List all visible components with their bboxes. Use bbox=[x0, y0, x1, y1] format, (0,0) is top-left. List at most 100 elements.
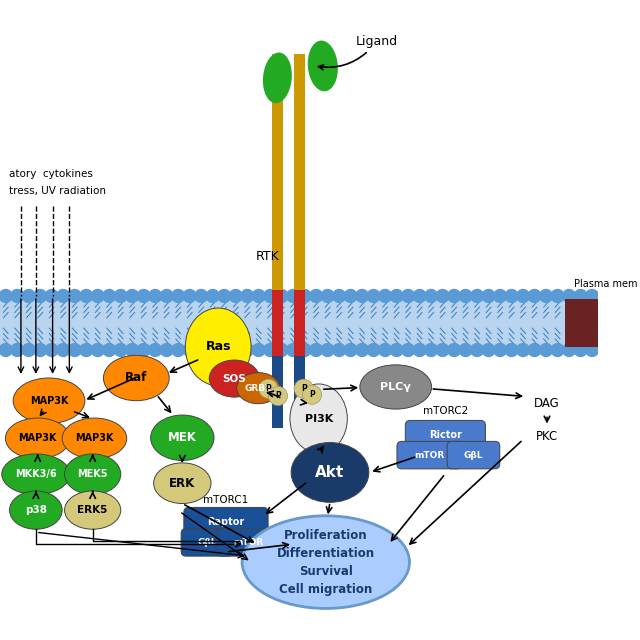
Circle shape bbox=[57, 289, 70, 303]
Circle shape bbox=[80, 289, 93, 303]
Circle shape bbox=[0, 344, 12, 356]
Text: mTORC1: mTORC1 bbox=[204, 495, 248, 506]
Circle shape bbox=[172, 289, 185, 303]
Circle shape bbox=[252, 289, 265, 303]
Circle shape bbox=[287, 344, 300, 356]
Circle shape bbox=[551, 344, 564, 356]
Circle shape bbox=[344, 289, 357, 303]
Text: Raptor: Raptor bbox=[207, 517, 244, 527]
Circle shape bbox=[11, 344, 24, 356]
Circle shape bbox=[241, 289, 253, 303]
Circle shape bbox=[482, 344, 495, 356]
FancyBboxPatch shape bbox=[184, 508, 268, 537]
Circle shape bbox=[333, 344, 346, 356]
Text: mTOR: mTOR bbox=[414, 451, 444, 460]
Circle shape bbox=[125, 344, 139, 356]
Circle shape bbox=[103, 289, 116, 303]
Circle shape bbox=[447, 289, 461, 303]
Circle shape bbox=[115, 289, 127, 303]
Text: GβL: GβL bbox=[464, 451, 483, 460]
FancyBboxPatch shape bbox=[447, 442, 500, 469]
FancyBboxPatch shape bbox=[216, 529, 280, 556]
Circle shape bbox=[45, 344, 58, 356]
Circle shape bbox=[425, 344, 438, 356]
Text: ERK5: ERK5 bbox=[77, 505, 108, 515]
Circle shape bbox=[241, 344, 253, 356]
Circle shape bbox=[92, 344, 104, 356]
Ellipse shape bbox=[150, 415, 214, 461]
Text: MEK5: MEK5 bbox=[77, 469, 108, 479]
Circle shape bbox=[229, 344, 242, 356]
Circle shape bbox=[402, 289, 415, 303]
Text: GβL: GβL bbox=[198, 538, 217, 547]
Circle shape bbox=[275, 289, 288, 303]
Circle shape bbox=[505, 289, 518, 303]
Circle shape bbox=[493, 344, 506, 356]
Text: P: P bbox=[309, 390, 315, 399]
Circle shape bbox=[379, 344, 392, 356]
Circle shape bbox=[268, 387, 287, 406]
Circle shape bbox=[563, 289, 575, 303]
Ellipse shape bbox=[308, 40, 338, 92]
Circle shape bbox=[195, 344, 207, 356]
Text: Raf: Raf bbox=[125, 371, 147, 385]
Ellipse shape bbox=[291, 442, 369, 502]
Ellipse shape bbox=[5, 418, 70, 459]
Circle shape bbox=[551, 289, 564, 303]
Circle shape bbox=[574, 289, 587, 303]
Circle shape bbox=[57, 344, 70, 356]
Circle shape bbox=[0, 289, 12, 303]
Circle shape bbox=[367, 289, 380, 303]
FancyBboxPatch shape bbox=[397, 442, 461, 469]
Circle shape bbox=[45, 289, 58, 303]
Circle shape bbox=[183, 289, 196, 303]
Circle shape bbox=[493, 289, 506, 303]
Text: MAP3K: MAP3K bbox=[30, 396, 68, 406]
Circle shape bbox=[160, 344, 173, 356]
Circle shape bbox=[390, 344, 403, 356]
Circle shape bbox=[148, 289, 162, 303]
Circle shape bbox=[303, 385, 322, 404]
Text: p38: p38 bbox=[25, 505, 47, 515]
Text: Akt: Akt bbox=[316, 465, 344, 480]
Circle shape bbox=[447, 344, 461, 356]
Circle shape bbox=[402, 344, 415, 356]
Circle shape bbox=[34, 289, 47, 303]
FancyBboxPatch shape bbox=[405, 420, 485, 449]
FancyBboxPatch shape bbox=[294, 54, 305, 293]
Circle shape bbox=[436, 289, 449, 303]
FancyBboxPatch shape bbox=[0, 293, 598, 353]
Circle shape bbox=[540, 289, 552, 303]
Circle shape bbox=[482, 289, 495, 303]
Text: DAG: DAG bbox=[534, 397, 560, 410]
Ellipse shape bbox=[62, 418, 127, 459]
Ellipse shape bbox=[242, 516, 410, 609]
Text: MEK: MEK bbox=[168, 431, 196, 444]
Circle shape bbox=[22, 289, 35, 303]
Circle shape bbox=[259, 379, 278, 398]
Circle shape bbox=[92, 289, 104, 303]
Circle shape bbox=[252, 344, 265, 356]
Text: MAP3K: MAP3K bbox=[76, 433, 114, 444]
Circle shape bbox=[379, 289, 392, 303]
Circle shape bbox=[294, 379, 313, 398]
Text: ERK: ERK bbox=[169, 477, 195, 490]
Text: SOS: SOS bbox=[223, 374, 246, 383]
Circle shape bbox=[333, 289, 346, 303]
Text: PLCγ: PLCγ bbox=[380, 382, 411, 392]
Circle shape bbox=[229, 289, 242, 303]
Circle shape bbox=[310, 344, 323, 356]
Ellipse shape bbox=[186, 308, 251, 386]
Circle shape bbox=[586, 344, 598, 356]
Circle shape bbox=[321, 344, 334, 356]
Circle shape bbox=[148, 344, 162, 356]
Ellipse shape bbox=[65, 491, 121, 529]
FancyBboxPatch shape bbox=[294, 350, 305, 428]
Circle shape bbox=[218, 289, 230, 303]
Text: Plasma mem: Plasma mem bbox=[574, 279, 637, 289]
Circle shape bbox=[540, 344, 552, 356]
Ellipse shape bbox=[65, 454, 121, 495]
Circle shape bbox=[436, 344, 449, 356]
Circle shape bbox=[172, 344, 185, 356]
Circle shape bbox=[298, 344, 311, 356]
